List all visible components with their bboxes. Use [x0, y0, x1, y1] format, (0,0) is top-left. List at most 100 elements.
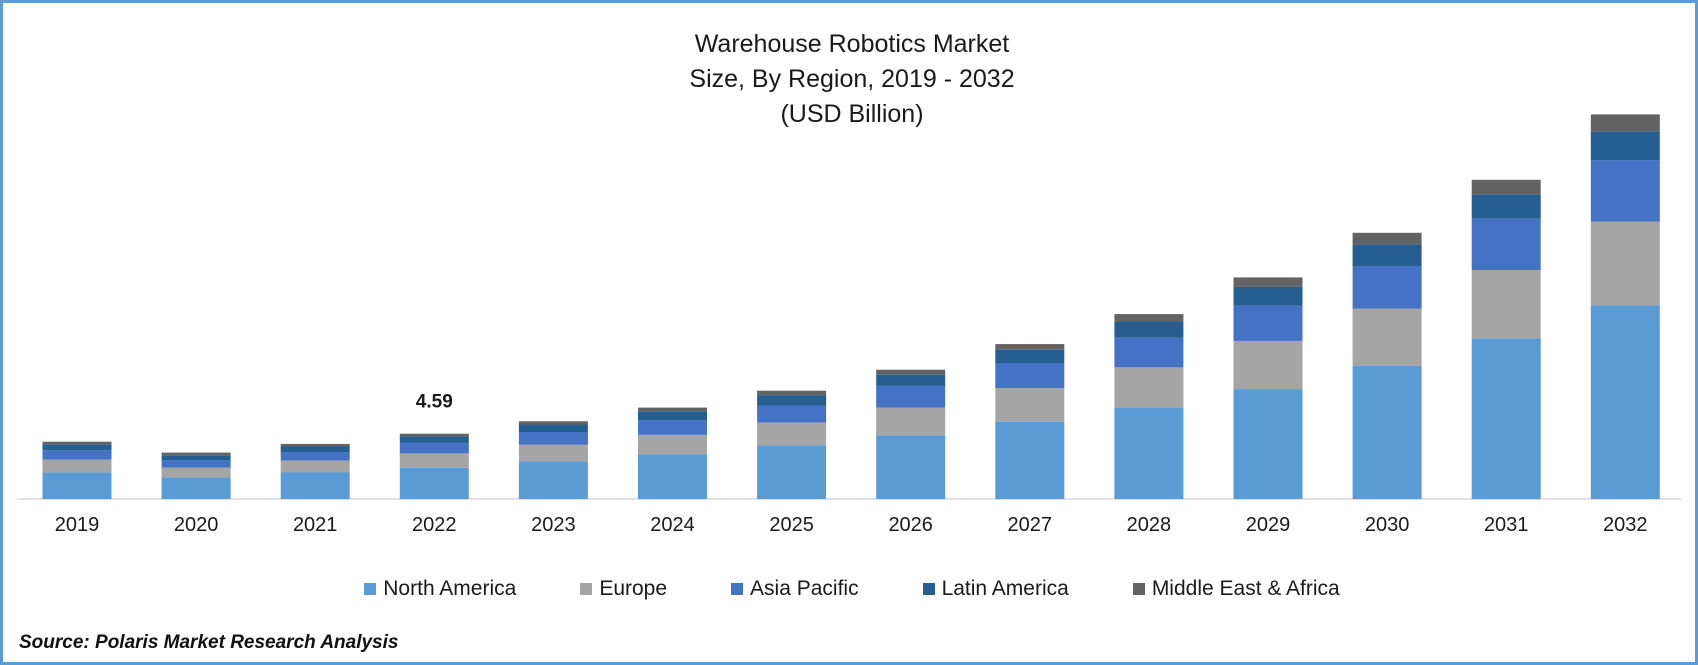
title-line-3: (USD Billion) [780, 100, 924, 128]
bar-segment [42, 444, 112, 451]
bar-segment [518, 424, 588, 432]
bar-segment [161, 455, 231, 461]
bar-segment [1233, 286, 1303, 306]
bar-segment [757, 395, 827, 406]
bar-segment [280, 451, 350, 461]
bar-segment [1352, 244, 1422, 266]
bar-segment [1471, 270, 1541, 339]
bar-segment [1352, 308, 1422, 366]
bar-segment [42, 450, 112, 460]
data-label: 4.59 [416, 392, 453, 413]
bar-segment [1471, 194, 1541, 219]
x-tick-label: 2021 [293, 514, 338, 536]
bar-stack-2029 [1233, 277, 1303, 499]
bar-segment [161, 452, 231, 456]
bar-stack-2028 [1114, 314, 1184, 499]
bar-segment [399, 467, 469, 499]
bar-segment [280, 446, 350, 452]
legend-item: Middle East & Africa [1132, 577, 1340, 601]
legend-item: North America [364, 577, 516, 601]
bar-segment [518, 444, 588, 462]
bar-stack-2023 [518, 421, 588, 499]
bar-segment [1114, 337, 1184, 368]
legend-label: North America [383, 577, 517, 600]
x-tick-label: 2022 [412, 514, 457, 536]
bar-stack-2032 [1590, 114, 1660, 499]
bar-segment [42, 459, 112, 473]
bar-stack-2021 [280, 443, 350, 499]
legend-swatch [364, 583, 377, 595]
bar-segment [1590, 305, 1660, 499]
legend-item: Asia Pacific [731, 577, 859, 601]
bar-segment [1352, 265, 1422, 309]
x-tick-label: 2028 [1127, 514, 1172, 536]
bar-segment [1114, 367, 1184, 408]
bar-segment [876, 385, 946, 408]
bar-segment [995, 344, 1065, 350]
bar-segment [1590, 131, 1660, 161]
bar-segment [1471, 338, 1541, 499]
bar-segment [280, 472, 350, 499]
bar-segment [518, 421, 588, 425]
bar-segment [638, 407, 707, 412]
legend-label: Latin America [941, 577, 1069, 600]
bar-segment [42, 441, 112, 445]
legend-label: Europe [599, 577, 668, 600]
source-note: Source: Polaris Market Research Analysis [19, 632, 399, 653]
bar-segment [399, 442, 469, 454]
legend-swatch [922, 583, 935, 595]
bar-stack-2022 [399, 433, 469, 499]
chart-legend: North America Europe Asia Pacific Latin Ame… [3, 577, 1698, 601]
bar-segment [399, 436, 469, 443]
bar-segment [280, 460, 350, 473]
bar-segment [1233, 389, 1303, 499]
x-tick-label: 2030 [1365, 514, 1410, 536]
bar-segment [638, 434, 707, 455]
bar-stack-2030 [1352, 232, 1422, 499]
bar-segment [876, 369, 946, 375]
bar-segment [1233, 305, 1303, 341]
bar-stack-2031 [1471, 179, 1541, 499]
bar-segment [1352, 232, 1422, 245]
legend-label: Middle East & Africa [1151, 577, 1340, 600]
x-tick-label: 2029 [1246, 514, 1291, 536]
bar-segment [1114, 322, 1184, 338]
bar-stack-2024 [638, 407, 707, 499]
bar-segment [757, 405, 827, 423]
bar-segment [876, 435, 946, 499]
bar-segment [280, 443, 350, 447]
bar-segment [1590, 160, 1660, 222]
bar-segment [161, 477, 231, 499]
stacked-bar-chart: 2019 2020 2021 2022 4.59 2023 2024 2025 2026 2027… [17, 114, 1681, 536]
bar-stack-2027 [995, 344, 1065, 499]
bar-segment [518, 432, 588, 445]
title-line-1: Warehouse Robotics Market [694, 30, 1010, 58]
bar-segment [995, 388, 1065, 422]
bar-segment [1471, 218, 1541, 270]
bar-segment [995, 421, 1065, 499]
bar-stack-2025 [757, 390, 827, 499]
legend-swatch [580, 583, 593, 595]
legend-item: Europe [580, 577, 667, 601]
bar-segment [638, 411, 707, 421]
bar-segment [1114, 314, 1184, 322]
bar-segment [1233, 340, 1303, 389]
bar-segment [638, 420, 707, 435]
x-tick-label: 2019 [55, 514, 100, 536]
legend-label: Asia Pacific [750, 577, 859, 600]
bar-segment [757, 422, 827, 446]
legend-item: Latin America [922, 577, 1069, 601]
bar-segment [757, 445, 827, 499]
bar-segment [1352, 365, 1422, 499]
x-tick-label: 2032 [1603, 514, 1648, 536]
x-tick-label: 2026 [888, 514, 933, 536]
bar-segment [161, 467, 231, 478]
chart-title: Warehouse Robotics Market Size, By Regio… [3, 27, 1698, 132]
bar-segment [1114, 407, 1184, 499]
bar-segment [1590, 114, 1660, 132]
bar-stack-2019 [42, 441, 112, 499]
bar-segment [638, 454, 707, 499]
bar-segment [399, 453, 469, 468]
x-tick-label: 2027 [1008, 514, 1053, 536]
